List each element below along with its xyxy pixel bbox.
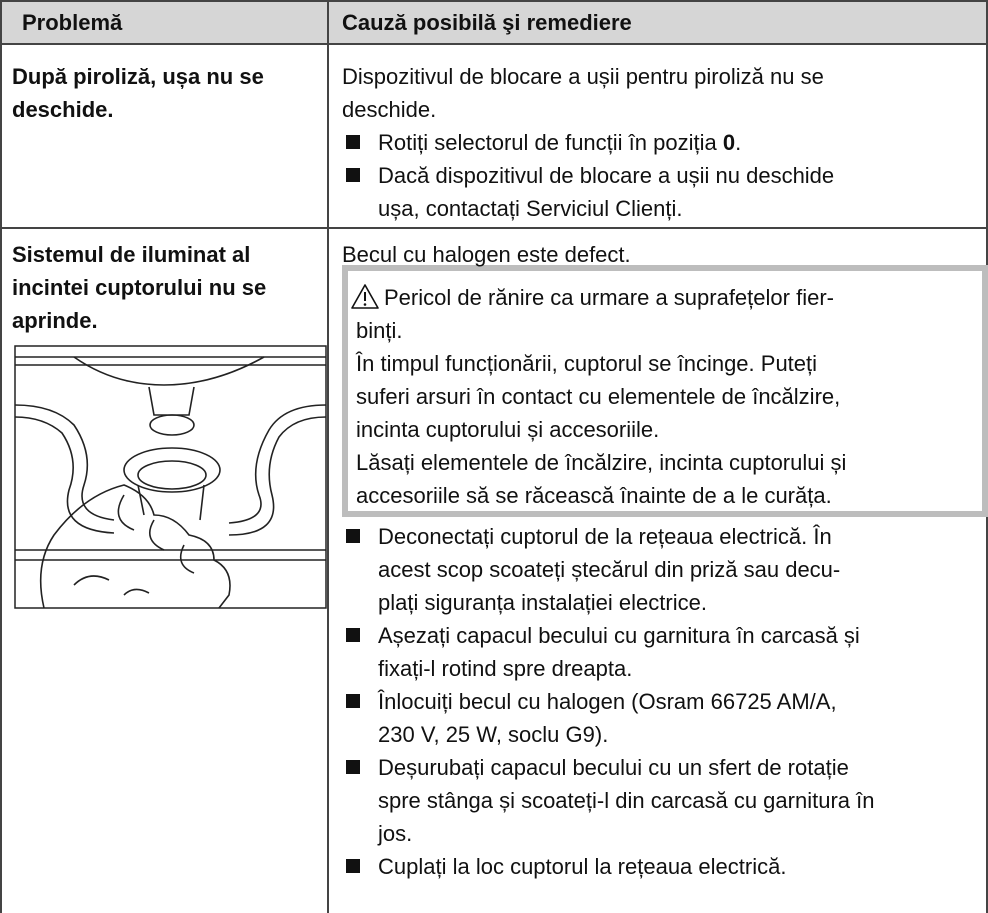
problem-text: aprinde. [12,307,98,333]
step-text-part: Rotiți selectorul de funcții în poziția [378,129,723,155]
warning-text: Lăsați elementele de încălzire, incinta … [356,449,847,475]
warning-icon [351,284,379,309]
header-cell: Problemă [22,10,123,35]
step-text-part: . [735,129,742,155]
bullet [346,628,360,642]
warning-text: incinta cuptorului și accesoriile. [356,416,660,442]
step-text: Deșurubați capacul becului cu un sfert d… [378,754,849,780]
border [0,43,988,45]
problem-text: După piroliză, ușa nu se [12,63,264,89]
problem-text: incintei cuptorului nu se [12,274,267,300]
step-text: spre stânga și scoateți-l din carcasă cu… [378,787,875,813]
step-text: jos. [378,820,413,846]
bullet [346,859,360,873]
problem-text: Sistemul de iluminat al [12,241,251,267]
step-text: Așezați capacul becului cu garnitura în … [378,622,860,648]
illustration [14,345,327,609]
step-text: 230 V, 25 W, soclu G9). [378,721,609,747]
border [0,0,2,913]
header-bg [0,0,988,44]
step-text: plați siguranța instalației electrice. [378,589,707,615]
step-text: Rotiți selectorul de funcții în poziția … [378,126,741,159]
step-text: Dacă dispozitivul de blocare a ușii nu d… [378,162,835,188]
step-text: acest scop scoateți ștecărul din priză s… [378,556,841,582]
cause-text: Dispozitivul de blocare a ușii pentru pi… [342,63,824,89]
warning-text: În timpul funcționării, cuptorul se înci… [356,350,818,376]
warning-text: binți. [356,317,403,343]
warning-text: suferi arsuri în contact cu elementele d… [356,383,841,409]
step-text-part: 0 [722,129,736,155]
step-text: Deconectați cuptorul de la rețeaua elect… [378,523,832,549]
header-cell: Cauză posibilă şi remediere [342,10,632,35]
problem-text: deschide. [12,96,114,122]
border [0,227,988,229]
cause-text: Becul cu halogen este defect. [342,241,631,267]
warning-text: Pericol de rănire ca urmare a suprafețel… [384,284,834,310]
border [327,0,329,913]
warning-box [342,265,988,517]
step-text: Înlocuiți becul cu halogen (Osram 66725 … [378,688,837,714]
step-text: fixați-l rotind spre dreapta. [378,655,633,681]
step-text: Cuplați la loc cuptorul la rețeaua elect… [378,853,787,879]
cause-text: deschide. [342,96,437,122]
bullet [346,135,360,149]
bullet [346,760,360,774]
bullet [346,694,360,708]
bullet [346,529,360,543]
border [0,0,988,2]
bullet [346,168,360,182]
warning-text: accesoriile să se răcească înainte de a … [356,482,832,508]
step-text: ușa, contactați Serviciul Clienți. [378,195,683,221]
